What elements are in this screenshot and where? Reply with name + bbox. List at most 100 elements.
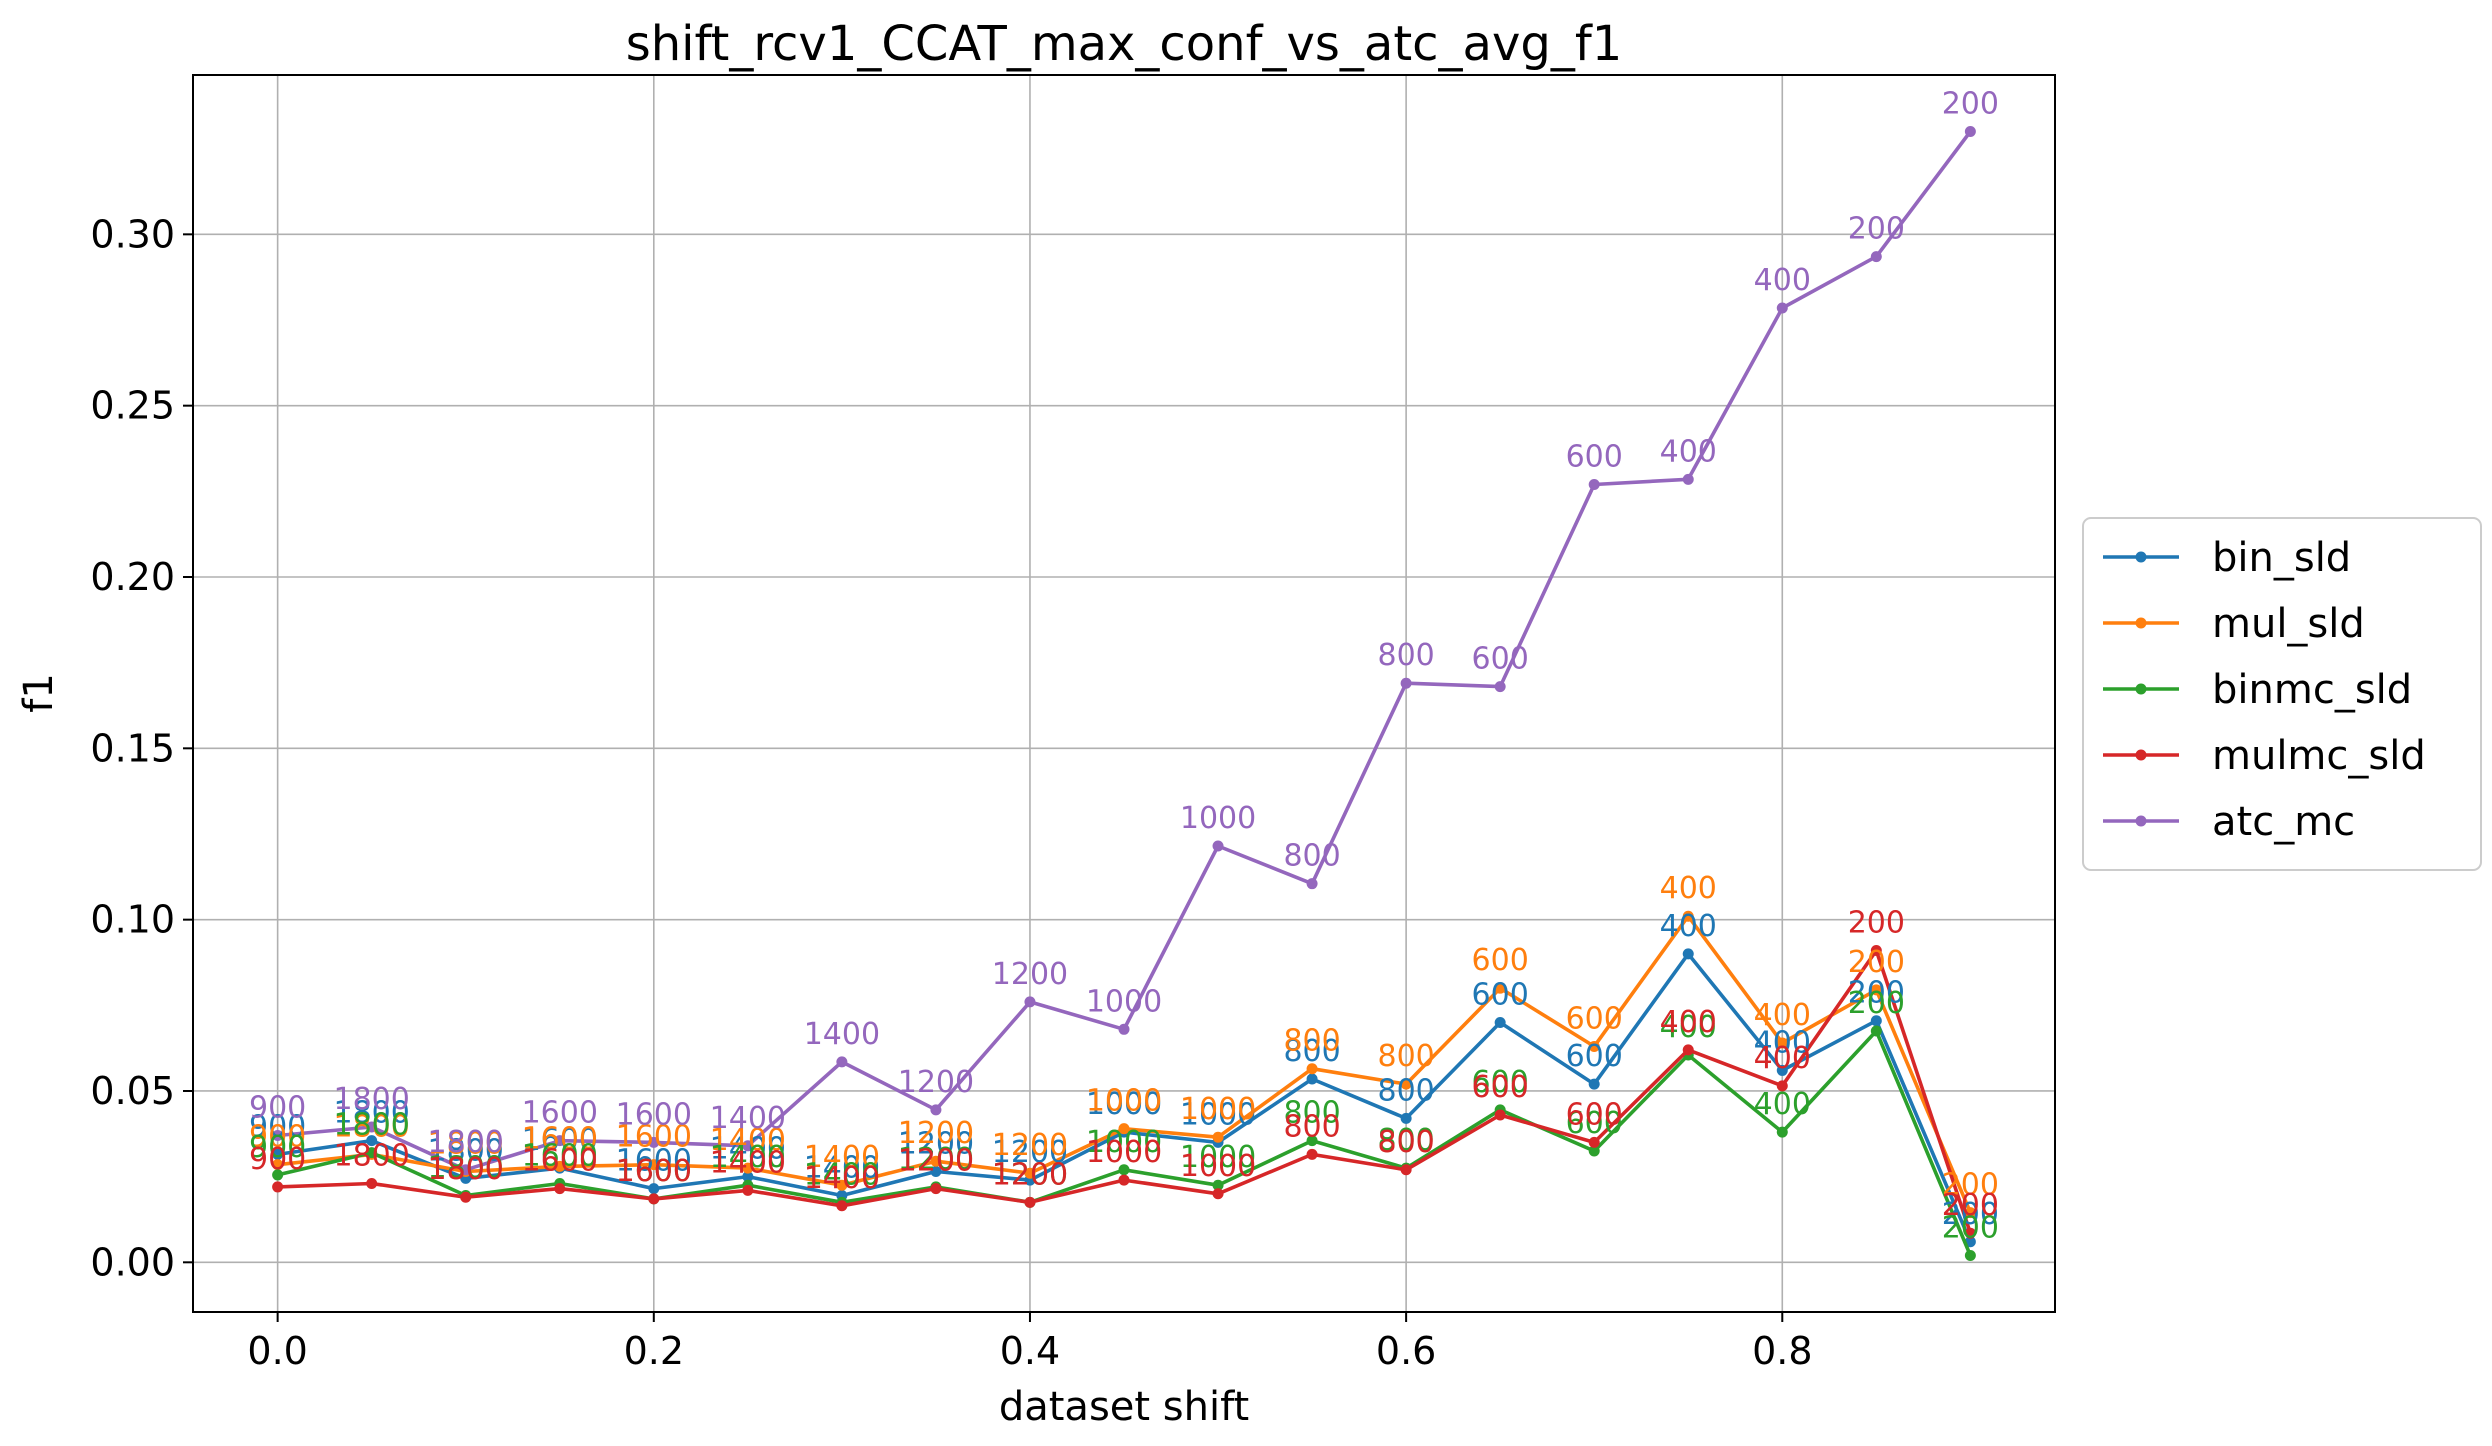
series-lines [272,126,1976,1261]
data-point-atc_mc [648,1136,660,1148]
legend-label-bin_sld: bin_sld [2212,535,2351,581]
data-point-atc_mc [366,1121,378,1133]
data-label-atc_mc: 1200 [898,1065,974,1100]
data-point-mulmc_sld [460,1191,472,1203]
chart-title: shift_rcv1_CCAT_max_conf_vs_atc_avg_f1 [626,16,1623,72]
data-label-atc_mc: 1600 [522,1096,598,1131]
legend-label-atc_mc: atc_mc [2212,799,2355,845]
data-label-atc_mc: 600 [1566,439,1623,474]
data-label-mulmc_sld: 600 [1566,1097,1623,1132]
grid-lines [193,75,2055,1312]
data-point-atc_mc [1024,996,1036,1008]
data-point-bin_sld [366,1135,378,1147]
data-label-binmc_sld: 400 [1660,1010,1717,1045]
data-label-mulmc_sld: 400 [1660,1005,1717,1040]
data-point-bin_sld [1400,1112,1412,1124]
data-label-mul_sld: 1200 [992,1128,1068,1163]
data-label-bin_sld: 1800 [428,1133,504,1168]
data-point-mulmc_sld [1870,944,1882,956]
data-label-mul_sld: 200 [1942,1168,1999,1203]
data-point-mulmc_sld [1212,1188,1224,1200]
data-point-binmc_sld [1776,1126,1788,1138]
data-point-bin_sld [648,1183,660,1195]
data-point-bin_sld [1682,948,1694,960]
data-point-mulmc_sld [1776,1080,1788,1092]
data-label-bin_sld: 400 [1754,1025,1811,1060]
data-label-bin_sld: 1400 [710,1132,786,1167]
data-label-bin_sld: 1200 [898,1127,974,1162]
data-label-atc_mc: 400 [1754,263,1811,298]
data-point-bin_sld [1588,1078,1600,1090]
data-label-mul_sld: 600 [1566,1001,1623,1036]
data-label-atc_mc: 400 [1660,434,1717,469]
data-label-atc_mc: 1200 [992,957,1068,992]
data-label-binmc_sld: 1600 [522,1139,598,1174]
data-point-binmc_sld [1870,1025,1882,1037]
data-point-atc_mc [1306,878,1318,890]
data-label-mulmc_sld: 400 [1754,1041,1811,1076]
legend-label-mul_sld: mul_sld [2212,601,2365,647]
legend-label-mulmc_sld: mulmc_sld [2212,733,2426,779]
data-point-mulmc_sld [1306,1148,1318,1160]
data-label-mul_sld: 1600 [616,1120,692,1155]
data-point-binmc_sld [272,1169,284,1181]
data-label-binmc_sld: 800 [1377,1123,1434,1158]
data-point-mul_sld [1400,1078,1412,1090]
data-label-mul_sld: 900 [249,1120,306,1155]
data-label-bin_sld: 600 [1472,977,1529,1012]
y-tick-label: 0.25 [90,384,175,428]
data-label-bin_sld: 800 [1377,1073,1434,1108]
x-tick-label: 0.0 [247,1329,307,1373]
data-point-mulmc_sld [1682,1044,1694,1056]
data-label-binmc_sld: 1200 [992,1157,1068,1192]
data-label-mulmc_sld: 1800 [428,1152,504,1187]
data-label-binmc_sld: 1200 [898,1142,974,1177]
y-tick-label: 0.00 [90,1240,175,1284]
data-label-bin_sld: 600 [1566,1039,1623,1074]
data-point-bin_sld [1494,1016,1506,1028]
data-label-mulmc_sld: 600 [1472,1070,1529,1105]
data-label-atc_mc: 800 [1283,839,1340,874]
data-label-mulmc_sld: 1200 [992,1157,1068,1192]
data-label-mul_sld: 1400 [804,1140,880,1175]
y-tick-label: 0.20 [90,555,175,599]
data-label-binmc_sld: 900 [249,1130,306,1165]
data-label-bin_sld: 400 [1660,909,1717,944]
data-label-mul_sld: 800 [1377,1039,1434,1074]
legend-marker-binmc_sld [2135,683,2147,695]
data-label-mulmc_sld: 200 [1848,905,1905,940]
data-label-atc_mc: 1000 [1180,801,1256,836]
data-point-binmc_sld [1118,1164,1130,1176]
data-point-atc_mc [930,1104,942,1116]
data-label-mul_sld: 1400 [710,1123,786,1158]
plot-frame [192,74,2056,1313]
y-tick-label: 0.15 [90,726,175,770]
data-point-mul_sld [648,1159,660,1171]
y-tick-label: 0.10 [90,898,175,942]
data-point-binmc_sld [1588,1145,1600,1157]
data-label-mul_sld: 1800 [428,1127,504,1162]
data-point-mul_sld [1494,982,1506,994]
data-label-mulmc_sld: 1600 [522,1144,598,1179]
data-label-binmc_sld: 1000 [1086,1125,1162,1160]
data-point-mulmc_sld [1118,1174,1130,1186]
y-tick-label: 0.30 [90,212,175,256]
data-point-mul_sld [1964,1207,1976,1219]
data-point-bin_sld [742,1171,754,1183]
data-point-mulmc_sld [930,1183,942,1195]
data-label-bin_sld: 1000 [1180,1097,1256,1132]
data-label-binmc_sld: 1400 [804,1157,880,1192]
data-label-mulmc_sld: 800 [1377,1125,1434,1160]
data-label-mul_sld: 600 [1472,943,1529,978]
data-label-mul_sld: 400 [1660,871,1717,906]
data-label-bin_sld: 1600 [616,1144,692,1179]
data-label-bin_sld: 200 [1942,1197,1999,1232]
data-point-atc_mc [1588,478,1600,490]
data-label-atc_mc: 1800 [428,1125,504,1160]
data-point-atc_mc [272,1130,284,1142]
data-point-atc_mc [1400,677,1412,689]
data-point-mul_sld [272,1159,284,1171]
y-tick-label: 0.05 [90,1069,175,1113]
